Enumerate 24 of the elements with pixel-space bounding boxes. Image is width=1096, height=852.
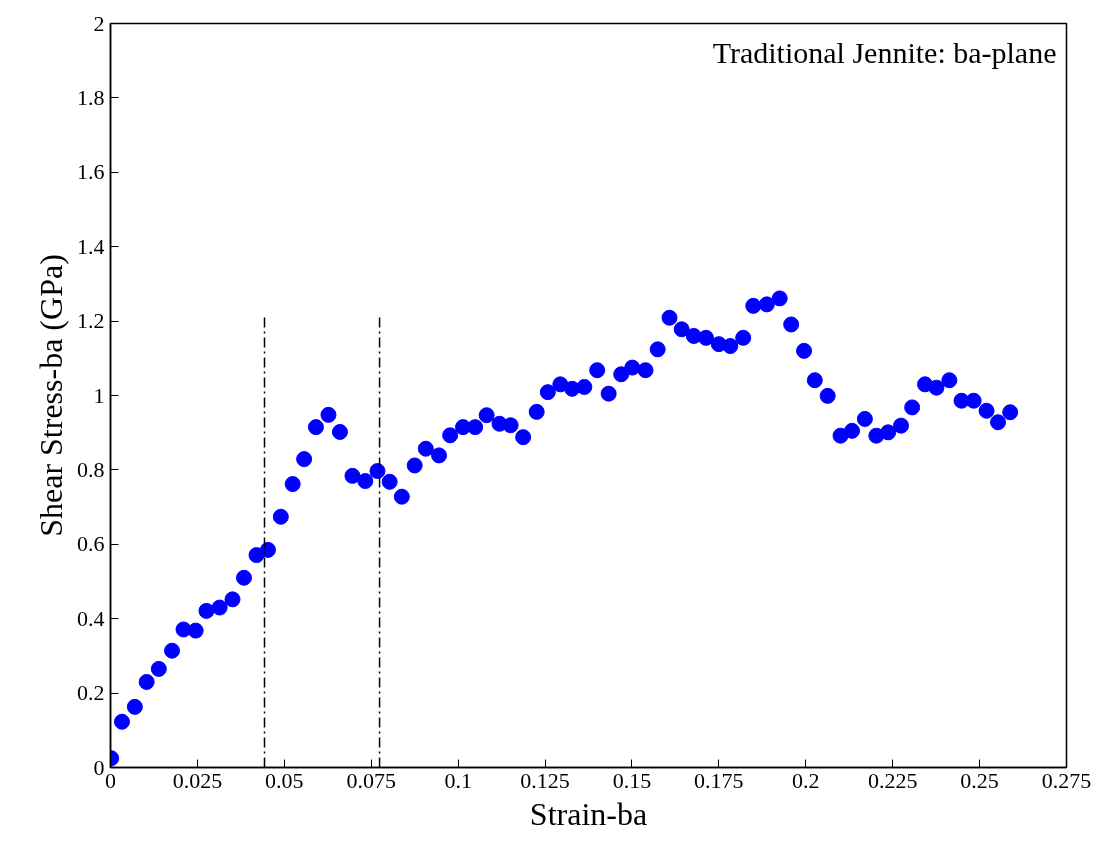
y-tick-label: 1.6 bbox=[77, 159, 105, 185]
y-tick-label: 1.2 bbox=[77, 308, 105, 334]
y-tick-label: 2 bbox=[93, 10, 105, 36]
y-tick-label: 0.2 bbox=[77, 680, 105, 706]
x-tick-label: 0.225 bbox=[867, 767, 918, 793]
y-tick-label: 1 bbox=[93, 382, 105, 408]
y-axis-title: Shear Stress-ba (GPa) bbox=[33, 254, 69, 537]
x-tick-label: 0.125 bbox=[520, 767, 570, 793]
x-tick-label: 0.025 bbox=[172, 767, 223, 793]
y-tick-label: 0.8 bbox=[77, 456, 105, 482]
x-tick-label: 0.05 bbox=[265, 767, 304, 793]
x-tick-label: 0.1 bbox=[444, 767, 472, 793]
y-tick-label: 0.4 bbox=[77, 605, 105, 631]
x-tick-label: 0.175 bbox=[694, 767, 744, 793]
chart-title: Traditional Jennite: ba-plane bbox=[712, 35, 1057, 69]
x-axis-title: Strain-ba bbox=[529, 795, 648, 832]
y-tick-label: 1.4 bbox=[77, 233, 105, 259]
y-tick-label: 0.6 bbox=[77, 531, 105, 557]
y-tick-label: 1.8 bbox=[77, 84, 105, 110]
x-tick-label: 0.2 bbox=[792, 767, 820, 793]
x-tick-label: 0.075 bbox=[346, 767, 396, 793]
x-tick-label: 0.25 bbox=[960, 767, 999, 793]
x-tick-label: 0.15 bbox=[612, 767, 652, 793]
x-tick-label: 0.275 bbox=[1041, 767, 1092, 793]
